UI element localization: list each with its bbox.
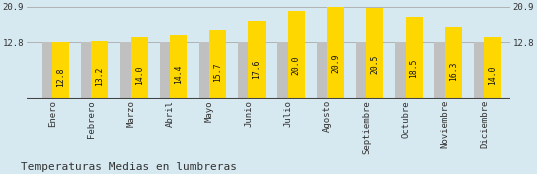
Text: 14.0: 14.0 [488, 66, 497, 85]
Bar [159, 42, 170, 99]
Bar [209, 30, 226, 99]
Text: 14.4: 14.4 [174, 65, 183, 84]
Bar [474, 42, 484, 99]
Bar [52, 42, 69, 99]
Bar [199, 42, 209, 99]
Text: 13.2: 13.2 [96, 67, 105, 86]
Bar [81, 42, 91, 99]
Text: 20.9: 20.9 [331, 54, 340, 73]
Bar [277, 42, 288, 99]
Bar [288, 11, 305, 99]
Bar [366, 9, 383, 99]
Bar [445, 27, 462, 99]
Bar [91, 41, 108, 99]
Text: 20.0: 20.0 [292, 56, 301, 75]
Bar [120, 42, 130, 99]
Bar [238, 42, 249, 99]
Text: 16.3: 16.3 [449, 62, 458, 81]
Text: Temperaturas Medias en lumbreras: Temperaturas Medias en lumbreras [21, 162, 237, 172]
Bar [356, 42, 366, 99]
Text: 17.6: 17.6 [252, 60, 262, 79]
Bar [395, 42, 405, 99]
Text: 15.7: 15.7 [213, 63, 222, 82]
Bar [42, 42, 52, 99]
Text: 18.5: 18.5 [410, 58, 418, 77]
Bar [130, 37, 148, 99]
Bar [484, 37, 501, 99]
Bar [249, 21, 265, 99]
Bar [327, 7, 344, 99]
Bar [434, 42, 445, 99]
Bar [170, 35, 187, 99]
Bar [316, 42, 327, 99]
Text: 14.0: 14.0 [135, 66, 144, 85]
Bar [405, 17, 423, 99]
Text: 12.8: 12.8 [56, 68, 65, 87]
Text: 20.5: 20.5 [371, 55, 379, 74]
